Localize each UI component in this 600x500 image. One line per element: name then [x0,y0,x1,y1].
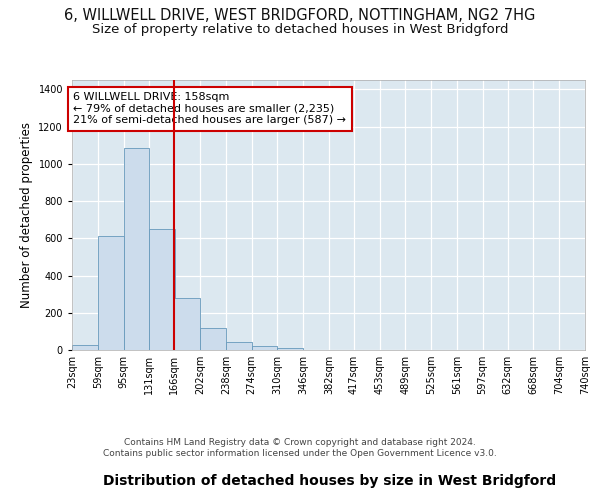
Text: Contains HM Land Registry data © Crown copyright and database right 2024.
Contai: Contains HM Land Registry data © Crown c… [103,438,497,458]
Bar [226,342,251,350]
Text: 6 WILLWELL DRIVE: 158sqm
← 79% of detached houses are smaller (2,235)
21% of sem: 6 WILLWELL DRIVE: 158sqm ← 79% of detach… [73,92,346,126]
Bar [149,229,175,350]
Text: 6, WILLWELL DRIVE, WEST BRIDGFORD, NOTTINGHAM, NG2 7HG: 6, WILLWELL DRIVE, WEST BRIDGFORD, NOTTI… [64,8,536,22]
Bar [72,345,98,350]
Bar [277,348,303,350]
Text: Distribution of detached houses by size in West Bridgford: Distribution of detached houses by size … [103,474,557,488]
Bar [200,328,226,350]
Bar [175,298,200,350]
Bar [124,148,149,350]
Y-axis label: Number of detached properties: Number of detached properties [20,122,33,308]
Text: Size of property relative to detached houses in West Bridgford: Size of property relative to detached ho… [92,22,508,36]
Bar [98,236,124,350]
Bar [251,346,277,350]
